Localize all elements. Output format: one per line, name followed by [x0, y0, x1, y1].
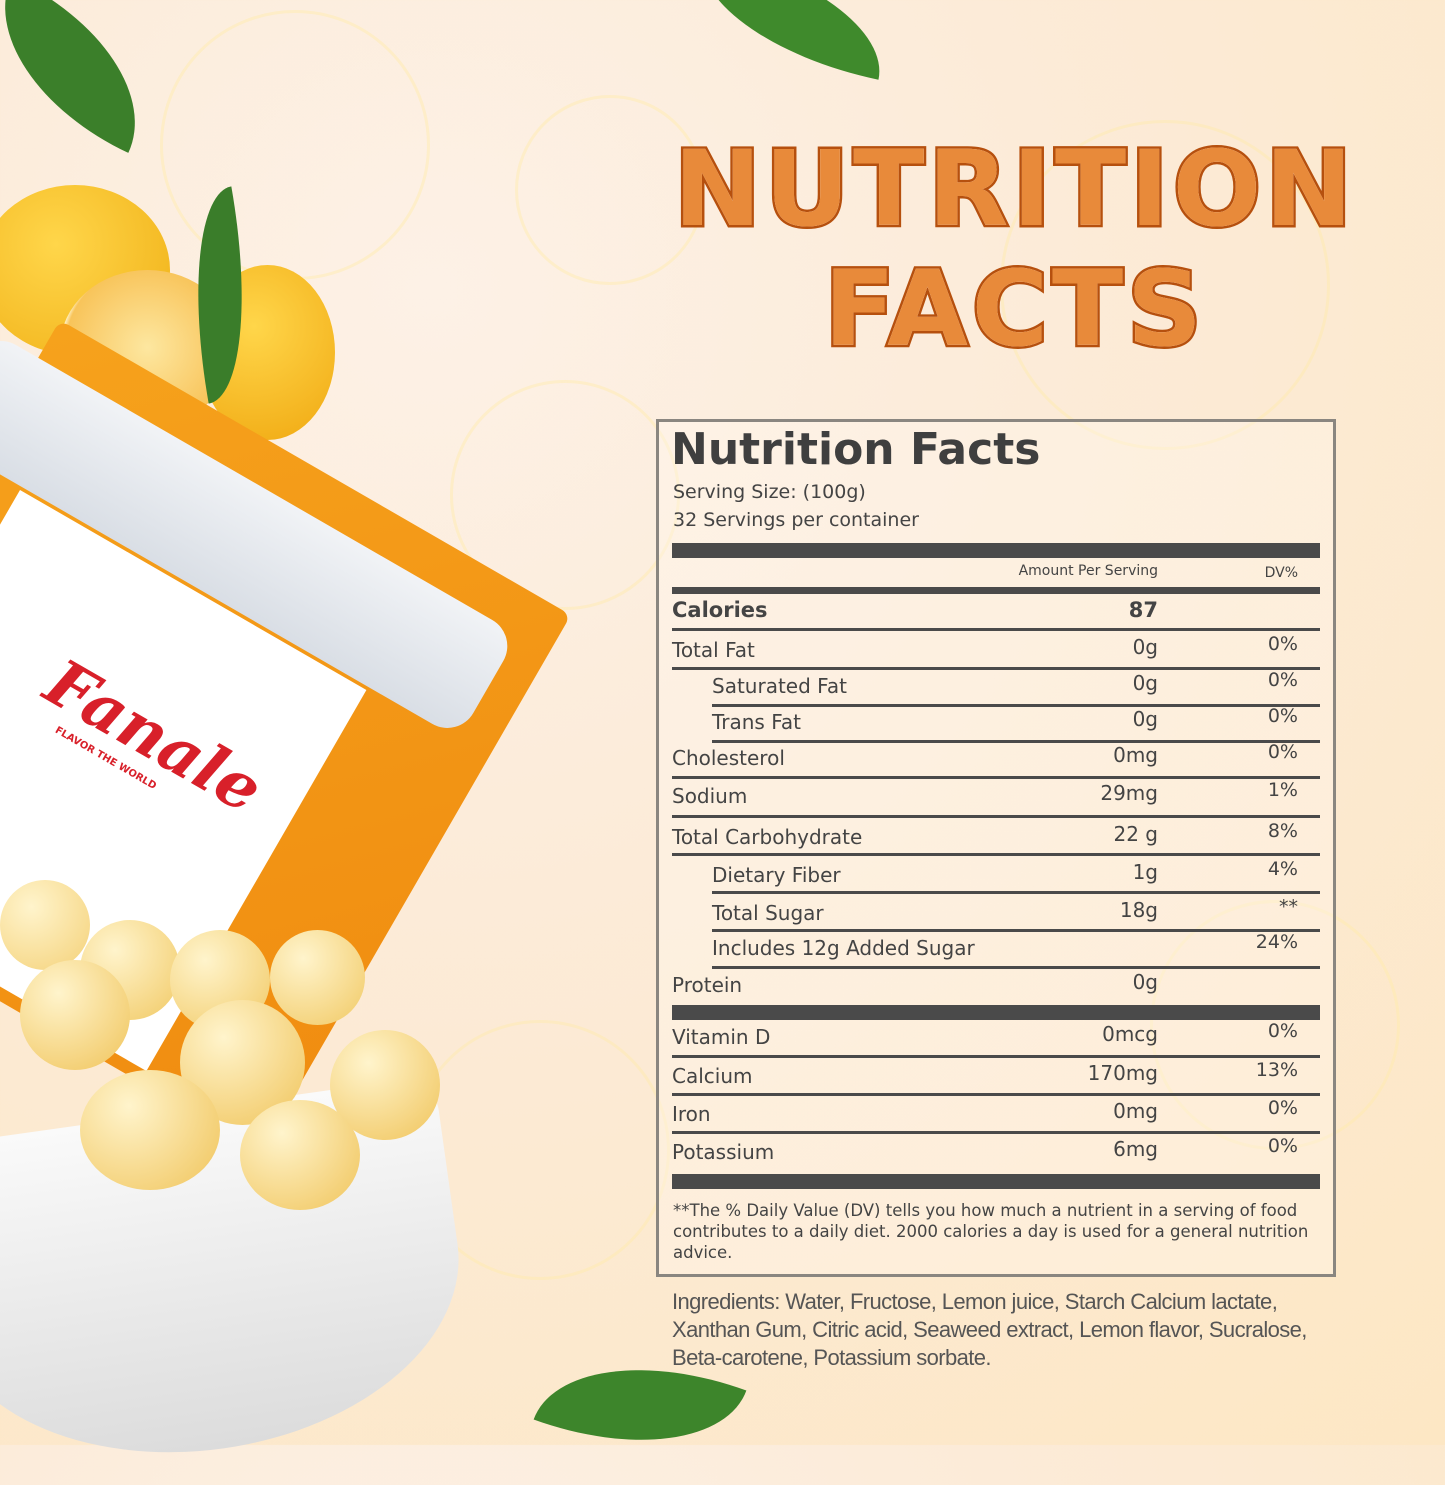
divider — [712, 740, 1320, 743]
divider — [712, 929, 1320, 932]
divider — [672, 776, 1320, 779]
nutrient-name: Total Fat — [672, 638, 755, 662]
calories-value: 87 — [1128, 598, 1158, 622]
nutrient-dv: ** — [1279, 896, 1298, 918]
col-dv-header: DV% — [1264, 565, 1298, 581]
divider — [672, 1131, 1320, 1134]
nutrient-amount: 0g — [1132, 635, 1158, 659]
nutrition-label — [656, 419, 1336, 1277]
nutrient-dv: 0% — [1267, 741, 1298, 763]
nutrient-name: Total Sugar — [712, 901, 824, 925]
nutrient-amount: 0g — [1132, 707, 1158, 731]
divider — [672, 1093, 1320, 1096]
nutrient-amount: 1g — [1132, 860, 1158, 884]
nutrient-name: Dietary Fiber — [712, 863, 841, 887]
bubble-decoration — [1150, 900, 1400, 1150]
nutrient-dv: 0% — [1267, 1097, 1298, 1119]
divider — [672, 1055, 1320, 1058]
leaf-image — [682, 0, 898, 80]
bubble-decoration — [450, 380, 680, 610]
nutrient-name: Saturated Fat — [712, 674, 847, 698]
nutrient-name: Iron — [672, 1102, 711, 1126]
nutrient-name: Trans Fat — [712, 710, 801, 734]
label-title: Nutrition Facts — [671, 424, 1041, 475]
serving-size: Serving Size: (100g) — [673, 481, 866, 503]
col-amount-header: Amount Per Serving — [1018, 563, 1158, 579]
nutrient-amount: 170mg — [1087, 1061, 1158, 1085]
nutrient-name: Protein — [672, 973, 743, 997]
nutrient-dv: 24% — [1255, 931, 1298, 953]
nutrient-dv: 0% — [1267, 669, 1298, 691]
nutrient-amount: 0mg — [1113, 743, 1158, 767]
divider — [672, 628, 1320, 631]
nutrient-dv: 0% — [1267, 633, 1298, 655]
nutrient-dv: 13% — [1255, 1059, 1298, 1081]
divider — [672, 587, 1320, 594]
nutrient-name: Total Carbohydrate — [672, 825, 863, 849]
bubble-decoration — [1000, 120, 1330, 450]
nutrient-amount: 22 g — [1113, 822, 1158, 846]
nutrient-dv: 0% — [1267, 705, 1298, 727]
divider — [672, 543, 1320, 558]
divider — [672, 1174, 1320, 1189]
bubble-decoration — [515, 95, 705, 285]
nutrient-amount: 6mg — [1113, 1137, 1158, 1161]
nutrient-amount: 0mcg — [1102, 1022, 1158, 1046]
nutrient-dv: 4% — [1267, 858, 1298, 880]
servings-per-container: 32 Servings per container — [673, 509, 919, 531]
nutrient-amount: 0g — [1132, 970, 1158, 994]
divider — [672, 667, 1320, 670]
nutrient-amount: 0g — [1132, 671, 1158, 695]
nutrient-name: Potassium — [672, 1140, 775, 1164]
divider — [712, 891, 1320, 894]
nutrient-amount: 29mg — [1100, 781, 1158, 805]
divider — [672, 853, 1320, 856]
divider — [672, 1005, 1320, 1020]
nutrient-name: Includes 12g Added Sugar — [712, 936, 975, 960]
nutrient-amount: 0mg — [1113, 1099, 1158, 1123]
nutrient-dv: 0% — [1267, 1020, 1298, 1042]
divider — [712, 704, 1320, 707]
nutrient-name: Vitamin D — [672, 1025, 771, 1049]
nutrient-amount: 18g — [1119, 898, 1158, 922]
nutrient-name: Cholesterol — [672, 746, 785, 770]
divider — [712, 966, 1320, 969]
dv-footnote: **The % Daily Value (DV) tells you how m… — [673, 1201, 1309, 1262]
nutrient-dv: 8% — [1267, 820, 1298, 842]
headline-facts: FACTS — [822, 246, 1206, 373]
ingredients-text: Ingredients: Water, Fructose, Lemon juic… — [672, 1289, 1307, 1370]
popping-boba-image — [0, 880, 460, 1210]
calories-label: Calories — [672, 598, 768, 622]
nutrient-dv: 0% — [1267, 1135, 1298, 1157]
headline-nutrition: NUTRITION — [671, 126, 1357, 253]
nutrient-name: Sodium — [672, 784, 748, 808]
nutrient-name: Calcium — [672, 1064, 753, 1088]
nutrient-dv: 1% — [1267, 779, 1298, 801]
divider — [672, 815, 1320, 818]
